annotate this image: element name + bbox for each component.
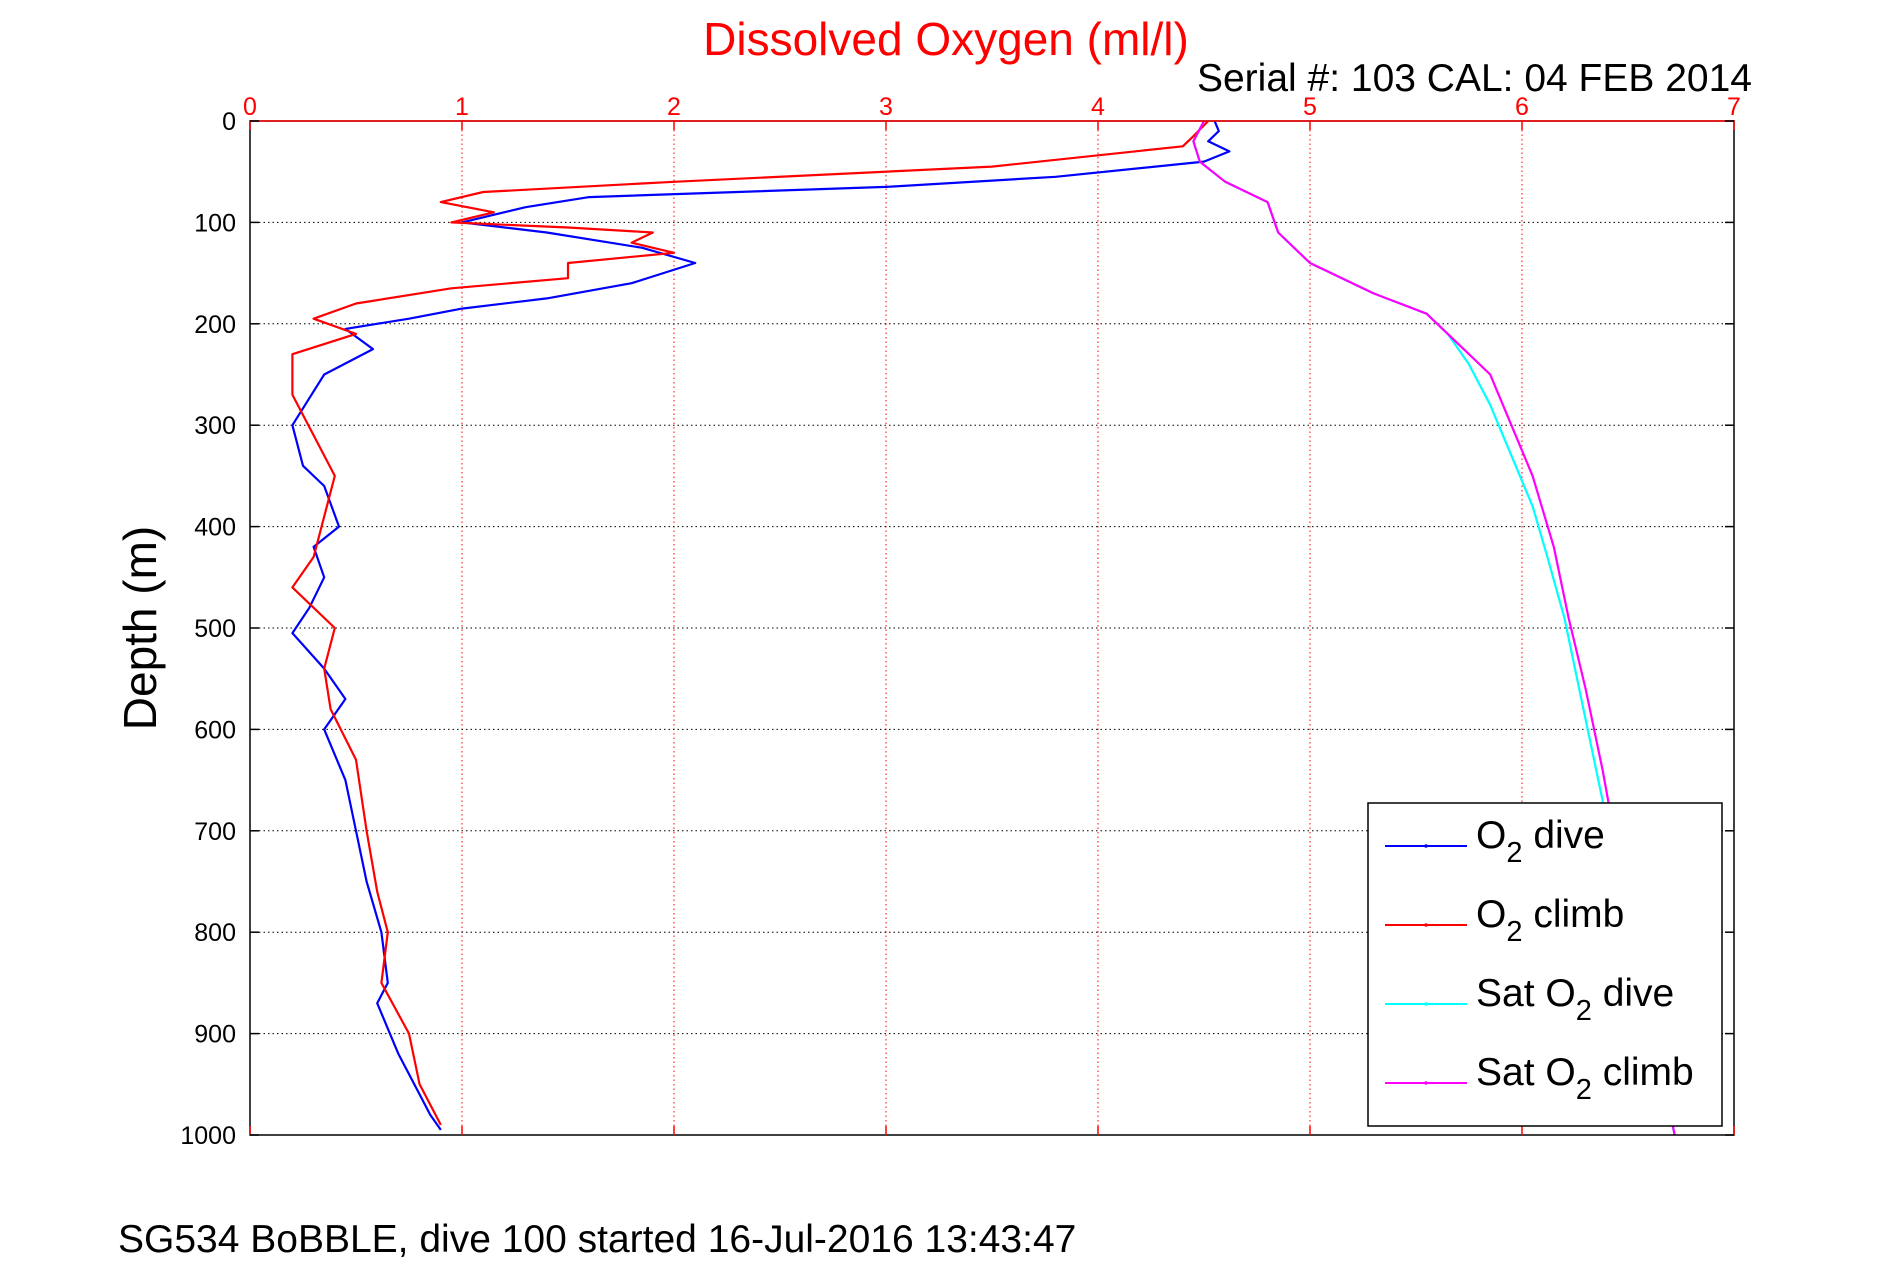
- series-line: [291, 120, 1209, 1126]
- x-tick-label: 1: [455, 93, 469, 121]
- y-tick-label: 800: [194, 919, 236, 947]
- y-tick-label: 600: [194, 716, 236, 744]
- x-tick-label: 3: [879, 93, 893, 121]
- x-axis-ticks: 0 1 2 3 4 5 6 7: [243, 93, 1741, 1135]
- x-tick-label: 5: [1303, 93, 1317, 121]
- legend-label: Sat O2 climb: [1476, 1051, 1694, 1106]
- x-tick-label: 7: [1727, 93, 1741, 121]
- y-tick-label: 100: [194, 209, 236, 237]
- y-tick-label: 0: [222, 108, 236, 136]
- legend-marker: [1424, 923, 1428, 927]
- y-tick-label: 300: [194, 412, 236, 440]
- legend-label: Sat O2 dive: [1476, 972, 1674, 1027]
- dive-info-footer: SG534 BoBBLE, dive 100 started 16-Jul-20…: [118, 1218, 1076, 1261]
- legend-marker: [1424, 1002, 1428, 1006]
- legend-label: O2 dive: [1476, 814, 1605, 869]
- y-tick-label: 500: [194, 615, 236, 643]
- y-axis-ticks: 0 100 200 300 400 500 600 700 800 900 1000: [180, 108, 1734, 1150]
- x-tick-label: 6: [1515, 93, 1529, 121]
- y-tick-label: 400: [194, 514, 236, 542]
- legend: O2 dive O2 climb Sat O2 dive Sat O2 climb: [1367, 802, 1723, 1127]
- legend-marker: [1424, 844, 1428, 848]
- legend-box: [1367, 802, 1723, 1127]
- legend-label: O2 climb: [1476, 893, 1624, 948]
- y-tick-label: 900: [194, 1021, 236, 1049]
- y-axis-label: Depth (m): [114, 526, 166, 730]
- x-tick-label: 0: [243, 93, 257, 121]
- y-tick-label: 1000: [180, 1122, 236, 1150]
- serial-calibration-label: Serial #: 103 CAL: 04 FEB 2014: [1197, 57, 1752, 100]
- series-line: [291, 120, 1231, 1131]
- y-tick-label: 200: [194, 311, 236, 339]
- x-tick-label: 4: [1091, 93, 1105, 121]
- y-tick-label: 700: [194, 818, 236, 846]
- x-tick-label: 2: [667, 93, 681, 121]
- legend-marker: [1424, 1081, 1428, 1085]
- chart-title: Dissolved Oxygen (ml/l): [703, 13, 1189, 65]
